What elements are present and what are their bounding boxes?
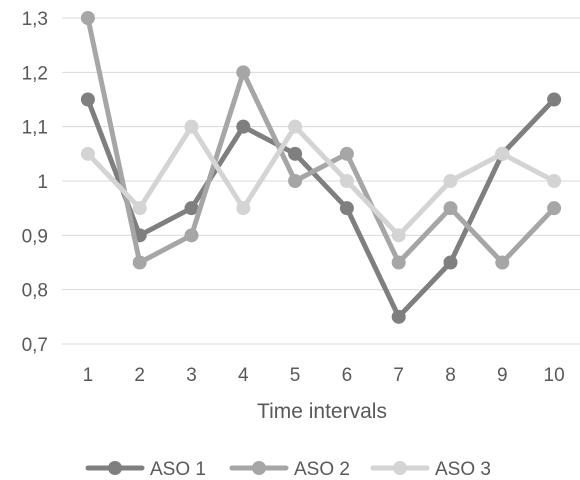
y-tick-label: 0,9 [22, 226, 48, 247]
x-tick-label: 2 [134, 365, 145, 386]
legend-swatch-marker [108, 461, 122, 475]
data-point [391, 255, 406, 270]
legend-label: ASO 2 [294, 459, 350, 480]
y-tick-label: 1 [37, 172, 48, 193]
y-tick-label: 1,1 [22, 118, 48, 139]
series-1 [80, 92, 562, 324]
data-point [184, 201, 199, 216]
data-point [236, 65, 251, 80]
data-point [132, 201, 147, 216]
series-3 [80, 119, 562, 243]
legend-swatch-marker [393, 461, 407, 475]
data-point [391, 309, 406, 324]
data-point [443, 201, 458, 216]
data-point [339, 201, 354, 216]
data-point [339, 174, 354, 188]
y-tick-label: 1,3 [22, 9, 48, 30]
data-point [443, 255, 458, 270]
series-2 [80, 11, 562, 270]
data-point [391, 228, 406, 243]
y-axis-tick-labels: 0,7 0,8 0,9 1 1,1 1,2 1,3 [22, 9, 48, 356]
data-point [184, 119, 199, 134]
legend-item: ASO 2 [229, 459, 350, 480]
x-axis-tick-labels: 1 2 3 4 5 6 7 8 9 10 [83, 365, 565, 386]
series-line [85, 124, 557, 238]
data-point [184, 228, 199, 243]
x-tick-label: 7 [393, 365, 404, 386]
legend: ASO 1 ASO 2 ASO 3 [85, 459, 491, 480]
data-point [288, 146, 303, 161]
legend-label: ASO 3 [435, 459, 491, 480]
gridlines [62, 17, 580, 345]
data-point [288, 174, 303, 188]
legend-label: ASO 1 [150, 459, 206, 480]
y-tick-label: 0,7 [22, 335, 48, 356]
data-point [495, 255, 510, 270]
data-point [443, 174, 458, 188]
x-tick-label: 10 [544, 365, 565, 386]
x-tick-label: 4 [238, 365, 249, 386]
series-line [85, 15, 557, 265]
x-tick-label: 3 [186, 365, 197, 386]
data-point [236, 201, 251, 216]
data-point [132, 255, 147, 270]
x-tick-label: 1 [83, 365, 94, 386]
data-point [288, 119, 303, 134]
data-point [547, 174, 562, 188]
data-point [339, 146, 354, 161]
x-axis-title: Time intervals [257, 400, 387, 423]
legend-item: ASO 1 [85, 459, 206, 480]
series-lines [80, 11, 562, 324]
y-tick-label: 0,8 [22, 281, 48, 302]
data-point [495, 146, 510, 161]
legend-swatch-marker [252, 461, 266, 475]
data-point [80, 11, 95, 25]
legend-item: ASO 3 [370, 459, 491, 480]
y-tick-label: 1,2 [22, 63, 48, 84]
x-tick-label: 6 [342, 365, 353, 386]
x-tick-label: 9 [497, 365, 508, 386]
data-point [80, 146, 95, 161]
data-point [80, 92, 95, 107]
data-point [236, 119, 251, 134]
data-point [547, 201, 562, 216]
series-line [85, 97, 557, 320]
x-tick-label: 5 [290, 365, 301, 386]
data-point [547, 92, 562, 107]
x-tick-label: 8 [445, 365, 456, 386]
